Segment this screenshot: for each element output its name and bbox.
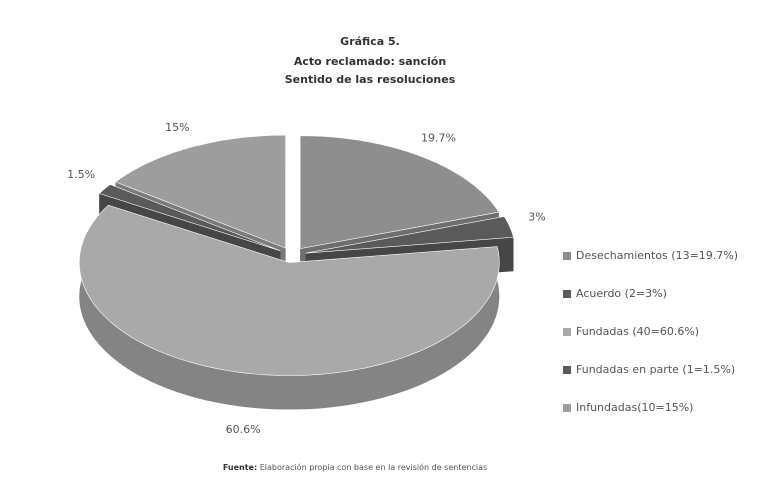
source: Fuente: Elaboración propia con base en l…	[223, 462, 487, 472]
slice	[299, 135, 500, 250]
legend-swatch	[563, 366, 571, 374]
legend-swatch	[563, 404, 571, 412]
slice	[305, 216, 514, 254]
data-label: 3%	[528, 210, 545, 223]
legend: Desechamientos (13=19.7%) Acuerdo (2=3%) F…	[563, 249, 738, 414]
legend-label: Infundadas(10=15%)	[576, 401, 693, 414]
chart-title: Acto reclamado: sanción	[294, 55, 446, 68]
legend-label: Fundadas (40=60.6%)	[576, 325, 699, 338]
data-label: 1.5%	[67, 168, 95, 181]
legend-label: Fundadas en parte (1=1.5%)	[576, 363, 735, 376]
data-label: 19.7%	[421, 132, 456, 145]
legend-label: Acuerdo (2=3%)	[576, 287, 667, 300]
legend-swatch	[563, 328, 571, 336]
pie: 19.7% 3% 60.6% 1.5% 15%	[67, 121, 546, 436]
legend-label: Desechamientos (13=19.7%)	[576, 249, 738, 262]
slice	[98, 184, 281, 252]
source-text: Elaboración propia con base en la revisi…	[260, 462, 487, 472]
data-label: 15%	[165, 121, 189, 134]
chart-title: Gráfica 5.	[340, 35, 400, 48]
chart-title: Sentido de las resoluciones	[285, 73, 456, 86]
data-label: 60.6%	[226, 423, 261, 436]
source-label: Fuente:	[223, 463, 257, 472]
legend-swatch	[563, 252, 571, 260]
legend-swatch	[563, 290, 571, 298]
slice	[78, 204, 500, 376]
slice	[114, 134, 286, 249]
